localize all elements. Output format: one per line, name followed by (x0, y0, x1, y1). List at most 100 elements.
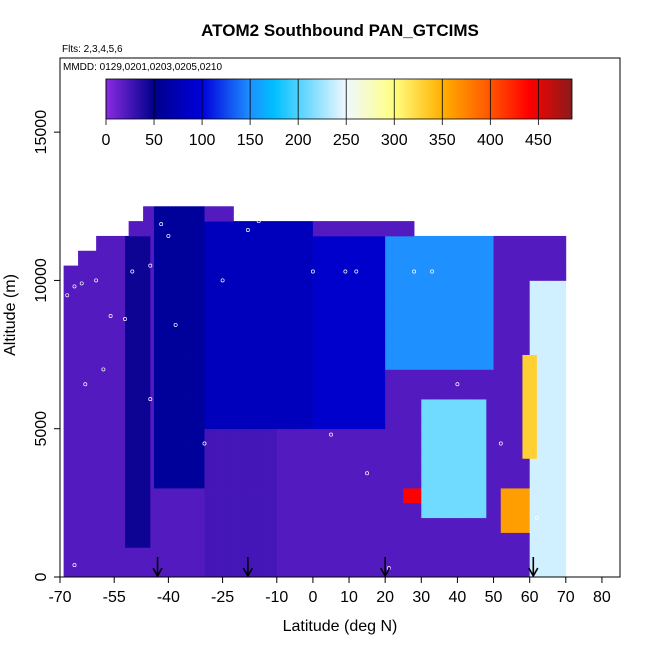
heat-cell (417, 295, 422, 311)
arrows-layer (152, 557, 539, 578)
heat-cell (392, 369, 397, 385)
heat-cell (125, 443, 130, 459)
heat-cell (450, 250, 455, 266)
heat-cell (558, 384, 563, 400)
heat-cell (175, 473, 180, 489)
heat-cell (381, 384, 386, 400)
heat-cell (128, 280, 133, 296)
heat-cell (153, 354, 158, 370)
heat-cell (479, 369, 484, 385)
heat-cell (157, 250, 162, 266)
heat-cell (262, 517, 267, 533)
heat-cell (439, 399, 444, 415)
heat-cell (161, 206, 166, 222)
heat-cell (229, 265, 234, 281)
heat-cell (414, 369, 419, 385)
heat-cell (128, 458, 133, 474)
heat-cell (442, 354, 447, 370)
sample-point (148, 397, 153, 402)
heat-cell (551, 265, 556, 281)
heat-cell (374, 562, 379, 577)
colorbar-tick-label: 300 (381, 132, 408, 149)
heat-cell (88, 280, 93, 296)
heat-cell (432, 547, 437, 563)
heat-cell (287, 532, 292, 548)
heat-cell (352, 413, 357, 430)
heat-cell (135, 443, 140, 459)
heat-cell (338, 265, 343, 281)
heat-cell (457, 399, 462, 415)
heat-cell (175, 562, 180, 577)
heat-cell (244, 354, 249, 370)
sample-point (159, 222, 164, 227)
heat-cell (446, 502, 451, 519)
heat-cell (233, 235, 238, 252)
heat-cell (132, 310, 137, 326)
heat-cell (204, 428, 209, 444)
heat-cell (305, 413, 310, 430)
heat-cell (486, 399, 491, 415)
heat-cell (121, 310, 126, 326)
heat-cell (200, 280, 205, 296)
heat-cell (558, 280, 563, 296)
heat-cell (540, 517, 545, 533)
heat-cell (493, 547, 498, 563)
heat-cell (92, 265, 97, 281)
heat-cell (421, 339, 426, 355)
heat-cell (117, 339, 122, 355)
heat-cell (312, 235, 317, 252)
heat-cell (258, 250, 263, 266)
heat-cell (190, 502, 195, 519)
heat-cell (385, 221, 390, 237)
heat-cell (215, 517, 220, 533)
heat-cell (374, 413, 379, 430)
heat-cell (551, 443, 556, 459)
heat-cell (529, 413, 534, 430)
heat-cell (211, 443, 216, 459)
heat-cell (435, 354, 440, 370)
heat-cell (464, 339, 469, 355)
heat-cell (399, 532, 404, 548)
heat-cell (421, 532, 426, 548)
heat-cell (511, 502, 516, 519)
heat-cell (204, 562, 209, 577)
heat-cell (291, 265, 296, 281)
heat-cell (410, 517, 415, 533)
heat-cell (153, 221, 158, 237)
heat-cell (193, 547, 198, 563)
heat-cell (172, 517, 177, 533)
heat-cell (446, 369, 451, 385)
heat-cell (215, 399, 220, 415)
heat-cell (240, 517, 245, 533)
heat-cell (370, 458, 375, 474)
heat-cell (114, 502, 119, 519)
heat-cell (486, 369, 491, 385)
heat-cell (179, 221, 184, 237)
heat-cell (471, 384, 476, 400)
heat-cell (522, 547, 527, 563)
heat-cell (211, 324, 216, 341)
heat-cell (551, 562, 556, 577)
heat-cell (276, 458, 281, 474)
heat-cell (218, 428, 223, 444)
heat-cell (493, 324, 498, 341)
heat-cell (482, 295, 487, 311)
heat-cell (334, 473, 339, 489)
heat-cell (74, 488, 79, 504)
heat-cell (327, 250, 332, 266)
heat-cell (85, 265, 90, 281)
heat-cell (406, 295, 411, 311)
heat-cell (417, 502, 422, 519)
heat-cell (316, 280, 321, 296)
heat-cell (475, 428, 480, 444)
heat-cell (153, 295, 158, 311)
heat-cell (377, 399, 382, 415)
heat-cell (139, 443, 144, 459)
heat-cell (334, 280, 339, 296)
heat-cell (363, 235, 368, 252)
heat-cell (273, 265, 278, 281)
heat-cell (121, 265, 126, 281)
heat-cell (244, 250, 249, 266)
heat-cell (222, 295, 227, 311)
heat-cell (291, 384, 296, 400)
